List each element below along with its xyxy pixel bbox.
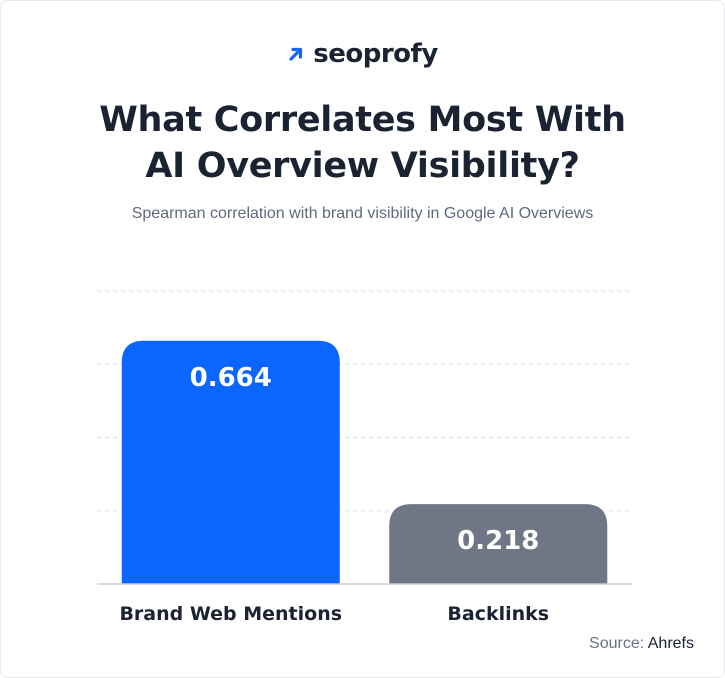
- chart-title-line-2: AI Overview Visibility?: [145, 146, 580, 186]
- chart-title-line-1: What Correlates Most With: [99, 100, 626, 140]
- source-label: Source:: [589, 635, 645, 652]
- data-label-2: 0.218: [457, 526, 539, 556]
- chart-title: What Correlates Most With AI Overview Vi…: [1, 97, 724, 189]
- category-label-2: Backlinks: [447, 603, 549, 625]
- arrow-up-right-icon: [289, 47, 303, 61]
- chart-subtitle: Spearman correlation with brand visibili…: [131, 205, 594, 222]
- brand-logo: seoprofy: [1, 39, 724, 69]
- source-note: Source: Ahrefs: [589, 635, 694, 653]
- brand-name: seoprofy: [313, 39, 438, 69]
- data-label-1: 0.664: [190, 363, 272, 393]
- bar-1: [121, 340, 340, 584]
- source-value: Ahrefs: [647, 635, 694, 652]
- bar-2: [389, 504, 608, 584]
- category-label-1: Brand Web Mentions: [119, 603, 342, 625]
